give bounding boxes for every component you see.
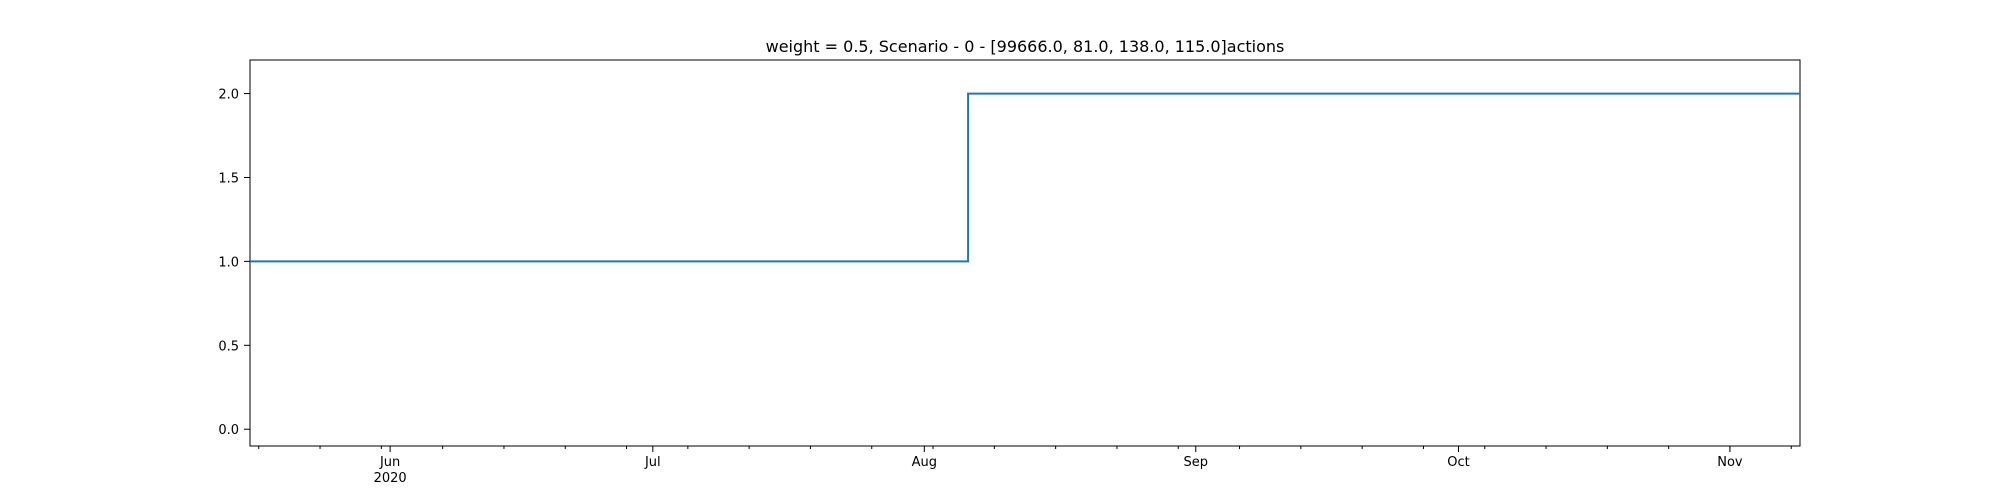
x-tick-label: Jun xyxy=(379,455,400,470)
y-tick-label: 2.0 xyxy=(218,88,239,103)
x-tick-label: Nov xyxy=(1717,455,1743,470)
plot-area-frame xyxy=(249,59,1801,447)
series-layer xyxy=(250,92,1800,263)
x-tick-label: Sep xyxy=(1184,455,1209,470)
y-tick-label: 1.5 xyxy=(218,171,239,186)
y-tick-label: 0.0 xyxy=(218,423,239,438)
x-tick-label: Aug xyxy=(912,455,937,470)
series-line xyxy=(250,92,1800,263)
x-tick-label: Oct xyxy=(1447,455,1469,470)
chart-title: weight = 0.5, Scenario - 0 - [99666.0, 8… xyxy=(766,37,1285,56)
x-tick-sublabel: 2020 xyxy=(374,471,407,486)
y-tick-label: 1.0 xyxy=(218,255,239,270)
y-tick-label: 0.5 xyxy=(218,339,239,354)
x-tick-label: Jul xyxy=(644,455,661,470)
y-axis: 0.0 0.5 1.0 1.5 2.0 xyxy=(218,88,250,438)
